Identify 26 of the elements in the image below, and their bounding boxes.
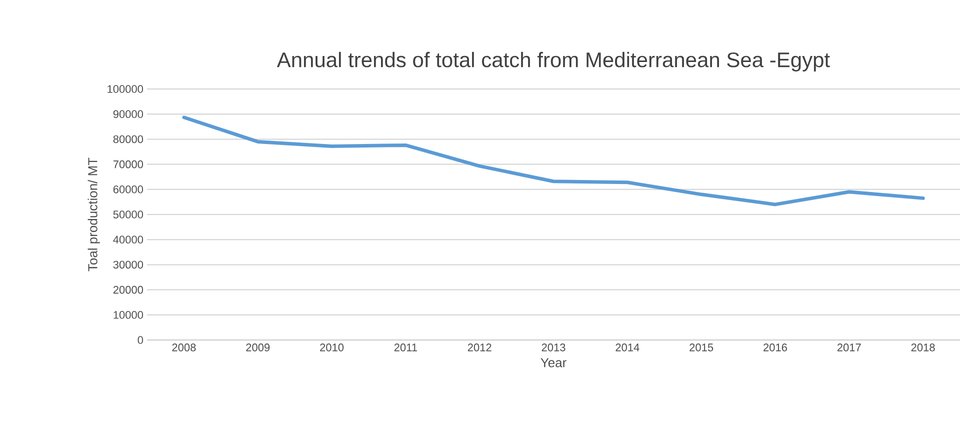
y-tick-label: 70000 xyxy=(113,160,144,168)
x-tick-label: 2018 xyxy=(911,344,935,352)
x-tick-label: 2011 xyxy=(394,344,417,352)
x-tick-label: 2015 xyxy=(690,344,714,352)
y-axis-title: Toal production/ MT xyxy=(88,158,100,272)
y-tick-label: 0 xyxy=(138,336,144,344)
y-tick-label: 80000 xyxy=(113,135,144,144)
chart-title: Annual trends of total catch from Mediterranean Sea -Egypt xyxy=(276,52,830,72)
x-tick-label: 2009 xyxy=(246,344,270,352)
x-tick-label: 2017 xyxy=(837,344,861,352)
y-tick-label: 10000 xyxy=(114,311,144,319)
y-tick-label: 40000 xyxy=(113,236,144,244)
x-tick-label: 2013 xyxy=(542,344,566,352)
x-tick-label: 2010 xyxy=(320,344,344,352)
x-tick-label: 2016 xyxy=(764,344,787,352)
x-axis-title: Year xyxy=(540,358,566,368)
y-tick-label: 50000 xyxy=(113,210,144,218)
y-tick-label: 60000 xyxy=(113,186,144,194)
y-tick-label: 90000 xyxy=(113,110,144,118)
line-series xyxy=(182,116,925,206)
y-tick-label: 30000 xyxy=(113,260,144,269)
y-tick-label: 20000 xyxy=(113,286,144,294)
x-tick-label: 2014 xyxy=(616,344,640,352)
x-tick-label: 2008 xyxy=(172,344,196,352)
x-tick-label: 2012 xyxy=(468,344,492,352)
y-tick-label: 100000 xyxy=(108,85,144,93)
